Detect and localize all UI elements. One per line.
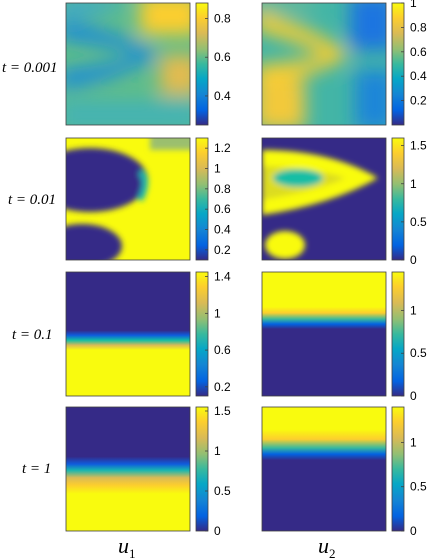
- colorbar-tick-label: 1: [410, 177, 417, 191]
- colorbar-tick-label: 0.6: [214, 202, 231, 216]
- colorbar-tick-label: 0.4: [214, 89, 231, 103]
- heatmap-u2-t0001: [262, 3, 386, 125]
- colorbar-tick-label: 1.5: [410, 139, 427, 153]
- row-label-t01: t = 0.1: [12, 327, 53, 343]
- colorbar-1: 0.4 0.6 0.8: [195, 2, 231, 126]
- row-label-t01-text: t = 0.1: [12, 327, 53, 343]
- colorbar-tick-label: 0.6: [214, 343, 231, 357]
- colorbar-tick-label: 0.6: [214, 50, 231, 64]
- row-label-t001-text: t = 0.01: [8, 192, 56, 208]
- colorbar-tick-label: 0: [410, 524, 417, 538]
- colorbar-6: 00.51: [391, 271, 427, 403]
- colorbar-8: 00.51: [391, 406, 427, 538]
- colorbar-tick-label: 1.5: [214, 404, 231, 418]
- panel-frames: [65, 2, 387, 532]
- colorbar-tick-label: 1: [410, 435, 417, 449]
- colorbar-tick-label: 0.6: [410, 45, 427, 59]
- colorbar-7: 0 0.5 1 1.5: [195, 404, 231, 538]
- colorbar-tick-label: 0.2: [214, 243, 231, 257]
- colorbar-tick-label: 0.5: [410, 346, 427, 360]
- column-title-u2-base: u: [318, 533, 329, 558]
- colorbar-tick-label: 0.8: [214, 11, 231, 25]
- colorbar-tick-label: 0.5: [214, 484, 231, 498]
- heatmap-u1-t0001: [66, 3, 190, 125]
- heatmap-u1-t001: [66, 138, 190, 260]
- colorbar-gradient: [195, 271, 209, 397]
- colorbar-tick-label: 0: [410, 253, 417, 267]
- row-label-t0001-text: t = 0.001: [2, 60, 58, 76]
- colorbar-tick-label: 1: [214, 306, 221, 320]
- colorbar-tick-label: 0.5: [410, 480, 427, 494]
- colorbar-tick-label: 0.8: [214, 182, 231, 196]
- colorbar-4: 0 0.5 1 1.5: [391, 137, 427, 267]
- colorbar-tick-label: 1: [214, 162, 221, 176]
- colorbar-tick-label: 0.4: [214, 223, 231, 237]
- colorbars: 0.40.60.80.20.40.60.810.20.40.60.811.200…: [195, 0, 427, 538]
- heatmap-u1-t01: [66, 272, 190, 396]
- row-label-t1: t = 1: [22, 461, 51, 477]
- heatmap-u1-t1: [66, 407, 190, 531]
- colorbar-gradient: [195, 406, 209, 532]
- heatmap-u2-t001: [262, 138, 386, 260]
- column-title-u2-sub: 2: [329, 546, 336, 560]
- colorbar-tick-label: 0.2: [410, 94, 427, 108]
- colorbar-gradient: [391, 406, 405, 532]
- row-label-t1-text: t = 1: [22, 461, 51, 477]
- column-title-u2: u2: [318, 533, 336, 560]
- colorbar-gradient: [195, 2, 209, 126]
- column-title-u1-sub: 1: [129, 546, 136, 560]
- colorbar-gradient: [391, 2, 405, 126]
- colorbar-tick-label: 1.4: [214, 270, 231, 284]
- row-label-t001: t = 0.01: [8, 192, 56, 208]
- column-title-u1-base: u: [118, 533, 129, 558]
- column-title-u1: u1: [118, 533, 136, 560]
- colorbar-gradient: [391, 137, 405, 261]
- heatmap-u2-t1: [262, 407, 386, 531]
- colorbar-tick-label: 0: [410, 389, 417, 403]
- colorbar-tick-label: 1.2: [214, 141, 231, 155]
- colorbar-tick-label: 1: [410, 0, 417, 10]
- colorbar-tick-label: 0.4: [410, 69, 427, 83]
- colorbar-2: 0.2 0.4 0.6 0.8 1: [391, 0, 427, 126]
- colorbar-tick-label: 1: [214, 444, 221, 458]
- colorbar-5: 0.2 0.6 1 1.4: [195, 270, 231, 397]
- heatmap-u2-t01: [262, 272, 386, 396]
- colorbar-tick-label: 1: [410, 303, 417, 317]
- row-label-t0001: t = 0.001: [2, 60, 58, 76]
- colorbar-tick-label: 0.2: [214, 380, 231, 394]
- colorbar-3: 0.2 0.4 0.6 0.8 1 1.2: [195, 137, 231, 261]
- colorbar-gradient: [391, 271, 405, 397]
- colorbar-tick-label: 0.8: [410, 20, 427, 34]
- colorbar-tick-label: 0: [214, 524, 221, 538]
- colorbar-gradient: [195, 137, 209, 261]
- colorbar-tick-label: 0.5: [410, 215, 427, 229]
